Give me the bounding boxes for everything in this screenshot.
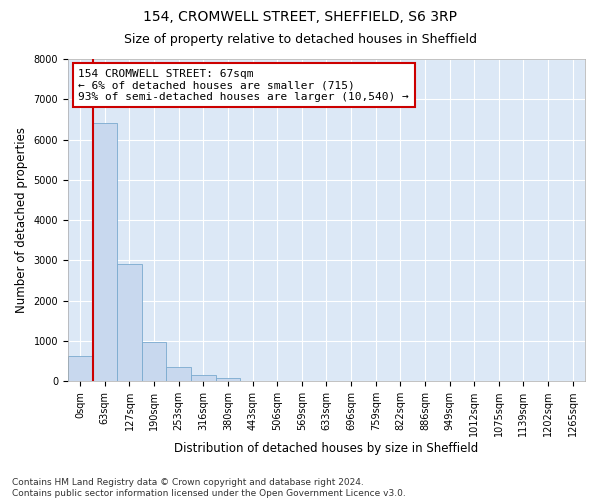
Bar	[142, 342, 166, 381]
Bar	[68, 356, 92, 381]
Bar	[215, 378, 240, 381]
Bar	[92, 124, 117, 381]
Text: Contains HM Land Registry data © Crown copyright and database right 2024.
Contai: Contains HM Land Registry data © Crown c…	[12, 478, 406, 498]
Bar	[166, 366, 191, 381]
Y-axis label: Number of detached properties: Number of detached properties	[15, 127, 28, 313]
Text: 154 CROMWELL STREET: 67sqm
← 6% of detached houses are smaller (715)
93% of semi: 154 CROMWELL STREET: 67sqm ← 6% of detac…	[78, 68, 409, 102]
Text: 154, CROMWELL STREET, SHEFFIELD, S6 3RP: 154, CROMWELL STREET, SHEFFIELD, S6 3RP	[143, 10, 457, 24]
X-axis label: Distribution of detached houses by size in Sheffield: Distribution of detached houses by size …	[175, 442, 479, 455]
Bar	[117, 264, 142, 381]
Bar	[191, 375, 215, 381]
Text: Size of property relative to detached houses in Sheffield: Size of property relative to detached ho…	[124, 32, 476, 46]
